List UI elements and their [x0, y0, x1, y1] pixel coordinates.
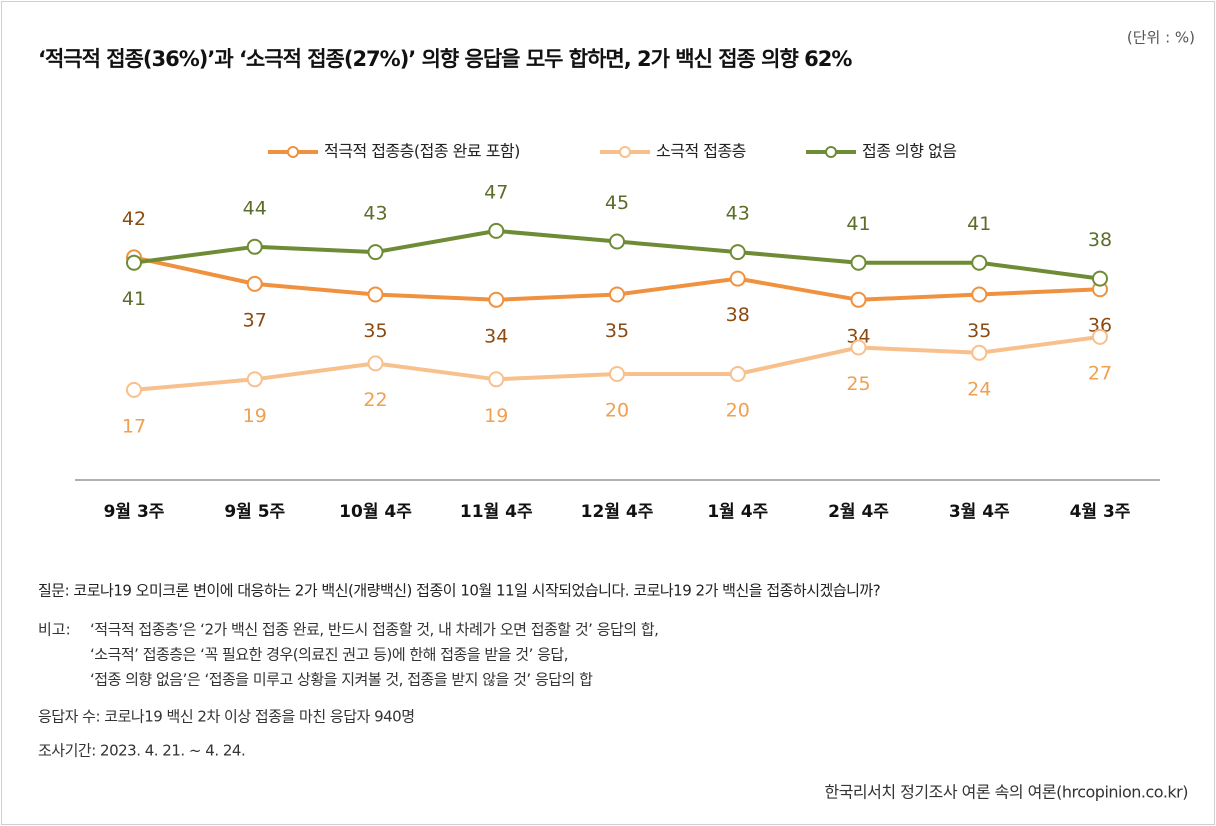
source: 한국리서치 정기조사 여론 속의 여론(hrcopinion.co.kr) [824, 783, 1188, 802]
point [1092, 328, 1108, 345]
data-label: 19 [484, 405, 508, 427]
point [488, 222, 505, 239]
point [367, 355, 384, 372]
data-label: 22 [363, 389, 387, 411]
data-label: 43 [363, 203, 387, 225]
point [367, 286, 384, 303]
data-label: 27 [1088, 362, 1112, 384]
legend-marker [287, 146, 299, 158]
data-label: 35 [363, 320, 387, 342]
remark: ‘접종 의향 없음’은 ‘접종을 미루고 상황을 지켜볼 것, 접종을 받지 않… [90, 671, 593, 689]
x-tick-label: 1월 4주 [707, 502, 768, 522]
point [246, 275, 263, 292]
x-tick-label: 4월 3주 [1070, 502, 1131, 522]
remarks-label: 비고: [38, 621, 71, 639]
legend-label: 소극적 접종층 [656, 142, 746, 161]
data-label: 20 [605, 400, 629, 422]
point [971, 286, 988, 303]
x-tick-label: 2월 4주 [828, 502, 889, 522]
point [850, 291, 867, 308]
unit-label: (단위 : %) [1127, 29, 1195, 47]
data-label: 25 [846, 373, 870, 395]
data-label: 42 [122, 208, 146, 230]
question: 질문: 코로나19 오미크론 변이에 대응하는 2가 백신(개량백신) 접종이 … [38, 582, 880, 600]
x-tick-label: 9월 5주 [224, 502, 285, 522]
data-label: 34 [484, 325, 508, 347]
point [1092, 270, 1108, 287]
x-tick-label: 10월 4주 [339, 502, 412, 522]
data-label: 35 [967, 320, 991, 342]
respondents: 응답자 수: 코로나19 백신 2차 이상 접종을 마친 응답자 940명 [38, 708, 415, 726]
data-label: 44 [243, 197, 267, 219]
data-label: 45 [605, 192, 629, 214]
data-label: 19 [243, 405, 267, 427]
data-label: 35 [605, 320, 629, 342]
data-label: 41 [967, 213, 991, 235]
legend-marker [619, 146, 631, 158]
period: 조사기간: 2023. 4. 21. ~ 4. 24. [38, 742, 245, 760]
point [246, 238, 263, 255]
point [488, 371, 505, 388]
point [367, 244, 384, 261]
data-label: 43 [726, 203, 750, 225]
point [246, 371, 263, 388]
point [729, 366, 746, 382]
data-label: 24 [967, 378, 991, 400]
data-label: 20 [726, 400, 750, 422]
point [971, 254, 988, 271]
data-label: 17 [122, 415, 146, 437]
point [609, 366, 625, 382]
x-tick-label: 12월 4주 [581, 502, 654, 522]
remark: ‘소극적’ 접종층은 ‘꼭 필요한 경우(의료진 권고 등)에 한해 접종을 받… [90, 646, 568, 664]
data-label: 38 [726, 304, 750, 326]
legend-label: 적극적 접종층(접종 완료 포함) [324, 142, 520, 161]
data-label: 34 [846, 325, 870, 347]
point [971, 344, 988, 361]
legend-marker [825, 146, 837, 158]
point [488, 291, 505, 308]
x-tick-label: 3월 4주 [949, 502, 1010, 522]
data-label: 41 [122, 288, 146, 310]
point [729, 244, 746, 261]
point [609, 233, 625, 250]
point [850, 254, 867, 271]
data-label: 38 [1088, 229, 1112, 251]
point [609, 286, 625, 303]
data-label: 37 [243, 309, 267, 331]
point [126, 254, 142, 271]
point [126, 381, 142, 398]
point [729, 270, 746, 287]
data-label: 47 [484, 181, 508, 203]
data-label: 36 [1088, 315, 1112, 337]
point [850, 339, 867, 356]
remark: ‘적극적 접종층’은 ‘2가 백신 접종 완료, 반드시 접종할 것, 내 차례… [90, 621, 658, 639]
data-label: 41 [846, 213, 870, 235]
chart-title: ‘적극적 접종(36%)’과 ‘소극적 접종(27%)’ 의향 응답을 모두 합… [38, 47, 852, 71]
legend-label: 접종 의향 없음 [862, 142, 957, 161]
x-tick-label: 9월 3주 [104, 502, 165, 522]
x-tick-label: 11월 4주 [460, 502, 533, 522]
